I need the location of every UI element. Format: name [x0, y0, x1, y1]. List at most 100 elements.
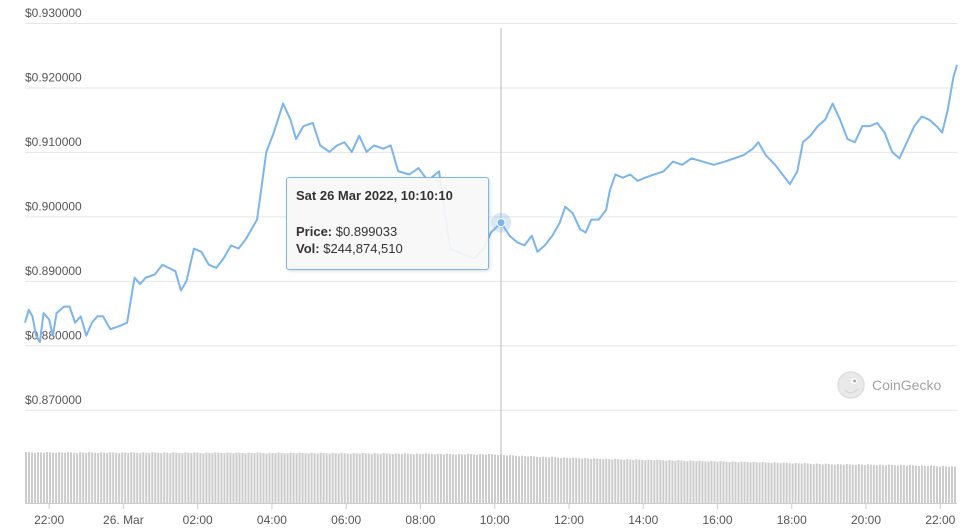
volume-bar [184, 452, 187, 503]
volume-bar [70, 452, 73, 503]
volume-bar [220, 452, 223, 503]
volume-bar [337, 453, 340, 503]
volume-bar [578, 458, 581, 503]
volume-bar [818, 463, 821, 503]
volume-bar [277, 452, 280, 503]
volume-bar [848, 464, 851, 503]
volume-bar [944, 466, 947, 503]
volume-bar [767, 462, 770, 503]
volume-bar [806, 463, 809, 503]
volume-bar [475, 454, 478, 503]
volume-bar [226, 452, 229, 503]
volume-bar [596, 458, 599, 503]
volume-bar [620, 459, 623, 503]
volume-bar [611, 459, 614, 503]
volume-bar [638, 459, 641, 503]
volume-bar [313, 453, 316, 503]
volume-bar [758, 462, 761, 503]
volume-bar [328, 453, 331, 503]
volume-bar [938, 466, 941, 503]
volume-bar [76, 452, 79, 503]
x-tick-label: 12:00 [554, 513, 584, 527]
volume-bar [752, 461, 755, 503]
volume-bar [25, 452, 28, 503]
volume-bar [755, 462, 758, 503]
volume-bar [85, 452, 88, 503]
x-tick-label: 20:00 [851, 513, 881, 527]
volume-bar [334, 453, 337, 503]
volume-bar [689, 460, 692, 503]
volume-bar [427, 453, 430, 503]
volume-bar [196, 452, 199, 503]
volume-bar [178, 452, 181, 503]
hover-point [496, 218, 506, 228]
volume-bar [527, 456, 530, 503]
volume-bar [701, 460, 704, 503]
volume-bar [265, 453, 268, 503]
volume-bars [25, 452, 956, 503]
volume-bar [91, 452, 94, 503]
volume-bar [632, 459, 635, 503]
volume-bar [725, 461, 728, 503]
volume-bar [457, 453, 460, 503]
volume-bar [626, 459, 629, 503]
volume-bar [388, 453, 391, 503]
x-tick-label: 02:00 [183, 513, 213, 527]
volume-bar [109, 452, 112, 503]
volume-bar [548, 457, 551, 503]
volume-bar [851, 464, 854, 503]
volume-bar [677, 460, 680, 503]
volume-bar [193, 452, 196, 503]
volume-bar [364, 453, 367, 503]
volume-bar [659, 460, 662, 503]
volume-bar [352, 453, 355, 503]
volume-bar [232, 453, 235, 503]
volume-bar [373, 453, 376, 503]
volume-bar [923, 465, 926, 503]
volume-bar [680, 460, 683, 503]
volume-bar [31, 452, 34, 503]
y-tick-label: $0.920000 [25, 70, 82, 84]
price-tooltip: Sat 26 Mar 2022, 10:10:10 Price: $0.8990… [286, 177, 489, 270]
volume-bar [926, 466, 929, 503]
volume-bar [815, 463, 818, 503]
volume-bar [262, 453, 265, 503]
volume-bar [854, 464, 857, 503]
volume-bar [566, 457, 569, 503]
volume-bar [863, 464, 866, 503]
volume-bar [106, 452, 109, 503]
volume-bar [385, 453, 388, 503]
volume-bar [599, 459, 602, 503]
volume-bar [169, 453, 172, 503]
watermark-text: CoinGecko [872, 377, 942, 393]
volume-bar [776, 462, 779, 503]
volume-bar [791, 463, 794, 503]
volume-bar [301, 452, 304, 503]
volume-bar [208, 452, 211, 503]
volume-bar [187, 452, 190, 503]
volume-bar [151, 452, 154, 503]
volume-bar [211, 453, 214, 503]
volume-bar [515, 455, 518, 503]
volume-bar [28, 452, 31, 503]
volume-bar [67, 452, 70, 503]
volume-bar [244, 453, 247, 503]
volume-bar [551, 456, 554, 503]
volume-bar [770, 463, 773, 503]
volume-bar [358, 453, 361, 503]
volume-bar [635, 459, 638, 503]
volume-bar [55, 452, 58, 503]
volume-bar [343, 453, 346, 503]
volume-bar [911, 465, 914, 503]
volume-bar [494, 454, 497, 503]
volume-bar [127, 452, 130, 503]
price-line [24, 64, 958, 344]
volume-bar [331, 452, 334, 503]
volume-bar [503, 455, 506, 503]
volume-bar [451, 454, 454, 503]
volume-bar [268, 452, 271, 503]
volume-bar [710, 460, 713, 503]
volume-bar [797, 463, 800, 503]
tooltip-price-value: $0.899033 [335, 224, 398, 239]
volume-bar [572, 457, 575, 503]
